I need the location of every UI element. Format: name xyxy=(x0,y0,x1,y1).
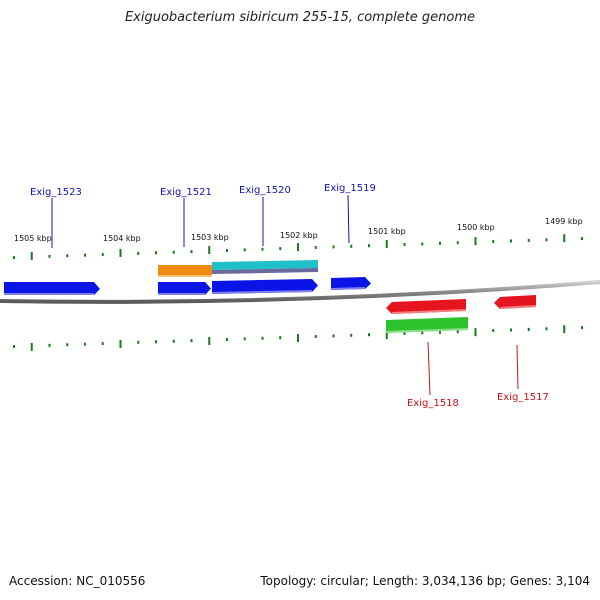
tick-track-forward xyxy=(13,234,583,260)
green-feature[interactable] xyxy=(386,317,468,333)
tick-label-1502: 1502 kbp xyxy=(280,231,318,240)
tick-track-reverse xyxy=(13,325,583,351)
gene-exig-1523[interactable] xyxy=(4,282,100,295)
gene-exig-1517[interactable] xyxy=(494,295,536,309)
genome-backbone xyxy=(0,280,600,304)
tick-label-1503: 1503 kbp xyxy=(191,233,229,242)
topology-summary: Topology: circular; Length: 3,034,136 bp… xyxy=(260,574,590,588)
gene-exig-1520[interactable] xyxy=(212,279,318,294)
cyan-feature[interactable] xyxy=(212,260,318,274)
tick-label-1499: 1499 kbp xyxy=(545,217,583,226)
label-leaders xyxy=(51,194,519,396)
orange-feature[interactable] xyxy=(158,265,212,277)
label-exig-1517[interactable]: Exig_1517 xyxy=(497,392,549,403)
gene-exig-1518[interactable] xyxy=(386,299,466,314)
tick-labels: 1505 kbp 1504 kbp 1503 kbp 1502 kbp 1501… xyxy=(14,217,583,243)
gene-exig-1519[interactable] xyxy=(331,277,371,290)
gene-exig-1521[interactable] xyxy=(158,282,211,295)
tick-label-1501: 1501 kbp xyxy=(368,227,406,236)
gene-features xyxy=(4,260,536,333)
tick-label-1505: 1505 kbp xyxy=(14,234,52,243)
label-exig-1521[interactable]: Exig_1521 xyxy=(160,187,212,198)
label-exig-1519[interactable]: Exig_1519 xyxy=(324,183,376,194)
tick-label-1500: 1500 kbp xyxy=(457,223,495,232)
map-title: Exiguobacterium sibiricum 255-15, comple… xyxy=(124,10,476,25)
accession-text: Accession: NC_010556 xyxy=(9,574,146,588)
gene-labels: Exig_1523 Exig_1521 Exig_1520 Exig_1519 … xyxy=(30,183,549,409)
tick-label-1504: 1504 kbp xyxy=(103,234,141,243)
label-exig-1520[interactable]: Exig_1520 xyxy=(239,185,291,196)
label-exig-1523[interactable]: Exig_1523 xyxy=(30,187,82,198)
label-exig-1518[interactable]: Exig_1518 xyxy=(407,398,459,409)
